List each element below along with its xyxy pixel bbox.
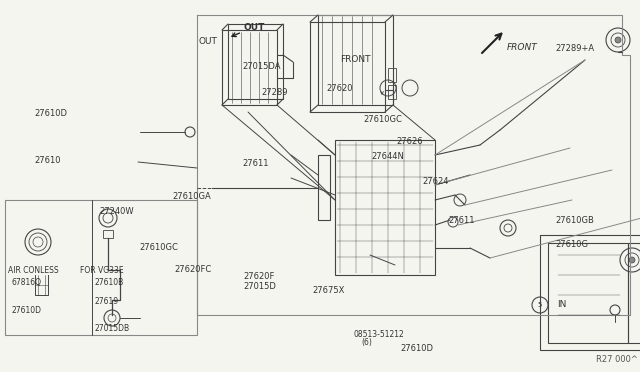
Text: 27624: 27624: [422, 177, 449, 186]
Text: 27240W: 27240W: [99, 207, 134, 216]
Text: 27610GB: 27610GB: [556, 216, 595, 225]
Bar: [310, 22, 385, 112]
Bar: [318, 15, 393, 105]
Text: 27610GC: 27610GC: [140, 243, 179, 252]
Text: (6): (6): [362, 339, 372, 347]
Bar: [388, 68, 396, 82]
Bar: [335, 140, 435, 275]
Bar: [388, 85, 396, 99]
Text: 27611: 27611: [448, 216, 474, 225]
Text: 27610B: 27610B: [95, 278, 124, 287]
Text: 27610: 27610: [34, 156, 60, 165]
Text: 27611: 27611: [242, 159, 268, 168]
Text: IN: IN: [557, 300, 566, 309]
Text: 27675X: 27675X: [312, 286, 345, 295]
Text: 27610GA: 27610GA: [173, 192, 212, 201]
Circle shape: [615, 37, 621, 43]
Text: FOR VG33E: FOR VG33E: [80, 266, 124, 275]
Text: 27015D: 27015D: [243, 282, 276, 291]
Bar: [222, 30, 277, 105]
Bar: [548, 243, 628, 343]
Text: FRONT: FRONT: [340, 55, 371, 64]
Bar: [628, 243, 640, 343]
Text: 5: 5: [538, 302, 542, 308]
Circle shape: [629, 257, 635, 263]
Text: FRONT: FRONT: [507, 44, 538, 52]
Text: 27610D: 27610D: [12, 306, 42, 315]
Text: 27610D: 27610D: [400, 344, 433, 353]
Text: 27015DB: 27015DB: [95, 324, 130, 333]
Text: 27619: 27619: [95, 297, 119, 306]
Text: OUT: OUT: [244, 23, 266, 32]
Bar: [5, 200, 197, 335]
Text: 27289+A: 27289+A: [556, 44, 595, 53]
Bar: [540, 235, 640, 350]
Bar: [228, 24, 283, 99]
Text: 27620F: 27620F: [243, 272, 275, 280]
Text: 08513-51212: 08513-51212: [353, 330, 404, 339]
Text: 27644N: 27644N: [371, 153, 404, 161]
Text: 27015DA: 27015DA: [242, 62, 280, 71]
Text: 27626: 27626: [397, 137, 424, 146]
Text: 67816Q: 67816Q: [12, 278, 42, 287]
Bar: [103, 230, 113, 238]
Text: 27620: 27620: [326, 84, 353, 93]
Text: 27610D: 27610D: [34, 109, 67, 118]
Text: 27289: 27289: [261, 88, 287, 97]
Text: 27610G: 27610G: [556, 240, 589, 249]
Bar: [318, 155, 330, 220]
Text: OUT: OUT: [198, 37, 217, 46]
Text: AIR CONLESS: AIR CONLESS: [8, 266, 58, 275]
Text: R27 000^: R27 000^: [596, 356, 638, 365]
Text: 27620FC: 27620FC: [175, 265, 212, 274]
Text: 27610GC: 27610GC: [364, 115, 403, 124]
